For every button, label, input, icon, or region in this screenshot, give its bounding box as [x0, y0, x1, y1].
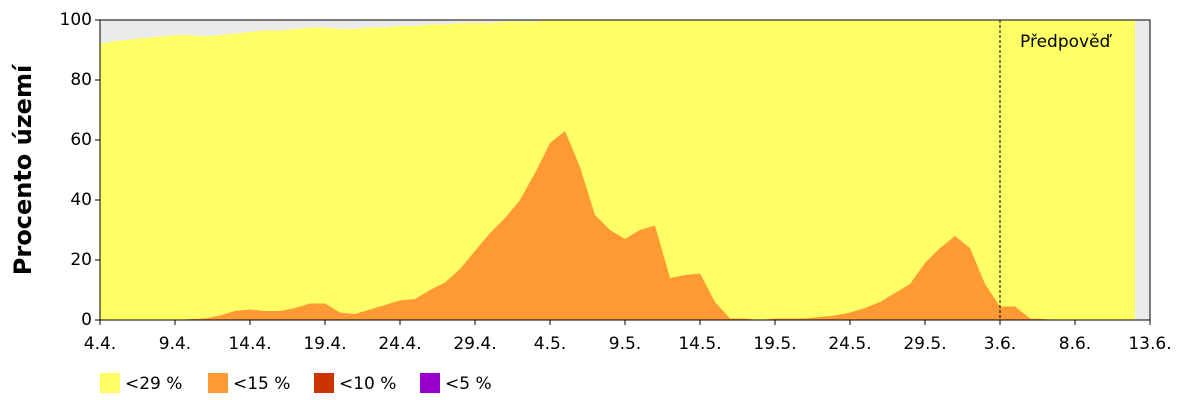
- x-tick-label: 4.4.: [84, 334, 116, 354]
- legend-swatch: [314, 373, 334, 393]
- area: [100, 20, 1135, 320]
- legend-swatch: [100, 373, 120, 393]
- x-tick-label: 9.5.: [609, 334, 641, 354]
- x-tick-label: 14.4.: [228, 334, 271, 354]
- y-tick-label: 80: [70, 70, 92, 90]
- y-tick-label: 0: [81, 310, 92, 330]
- area: [100, 131, 1135, 320]
- y-tick-label: 40: [70, 190, 92, 210]
- y-tick-label: 20: [70, 250, 92, 270]
- legend-label: <5 %: [445, 374, 492, 394]
- legend-label: <10 %: [339, 374, 396, 394]
- legend-label: <15 %: [233, 374, 290, 394]
- x-tick-label: 19.5.: [753, 334, 796, 354]
- y-tick-label: 100: [60, 10, 92, 30]
- x-tick-label: 8.6.: [1059, 334, 1091, 354]
- x-tick-label: 3.6.: [984, 334, 1016, 354]
- overlay: 0 20 40 60 80 100 4.4. 9.4. 14.4. 19.4. 24.4. 29.4.…: [60, 10, 1172, 354]
- y-axis-title: Procento území: [9, 63, 37, 275]
- y-tick-label: 60: [70, 130, 92, 150]
- x-tick-label: 24.4.: [378, 334, 421, 354]
- areas: [100, 20, 1135, 320]
- x-tick-label: 14.5.: [678, 334, 721, 354]
- x-tick-label: 9.4.: [159, 334, 191, 354]
- legend-swatch: [420, 373, 440, 393]
- annotation: Předpověď: [1020, 32, 1113, 52]
- x-tick-label: 29.4.: [453, 334, 496, 354]
- x-tick-label: 13.6.: [1128, 334, 1171, 354]
- x-tick-label: 24.5.: [828, 334, 871, 354]
- x-tick-label: 29.5.: [903, 334, 946, 354]
- legend-swatch: [208, 373, 228, 393]
- x-tick-label: 19.4.: [303, 334, 346, 354]
- legend-label: <29 %: [125, 374, 182, 394]
- x-tick-label: 4.5.: [534, 334, 566, 354]
